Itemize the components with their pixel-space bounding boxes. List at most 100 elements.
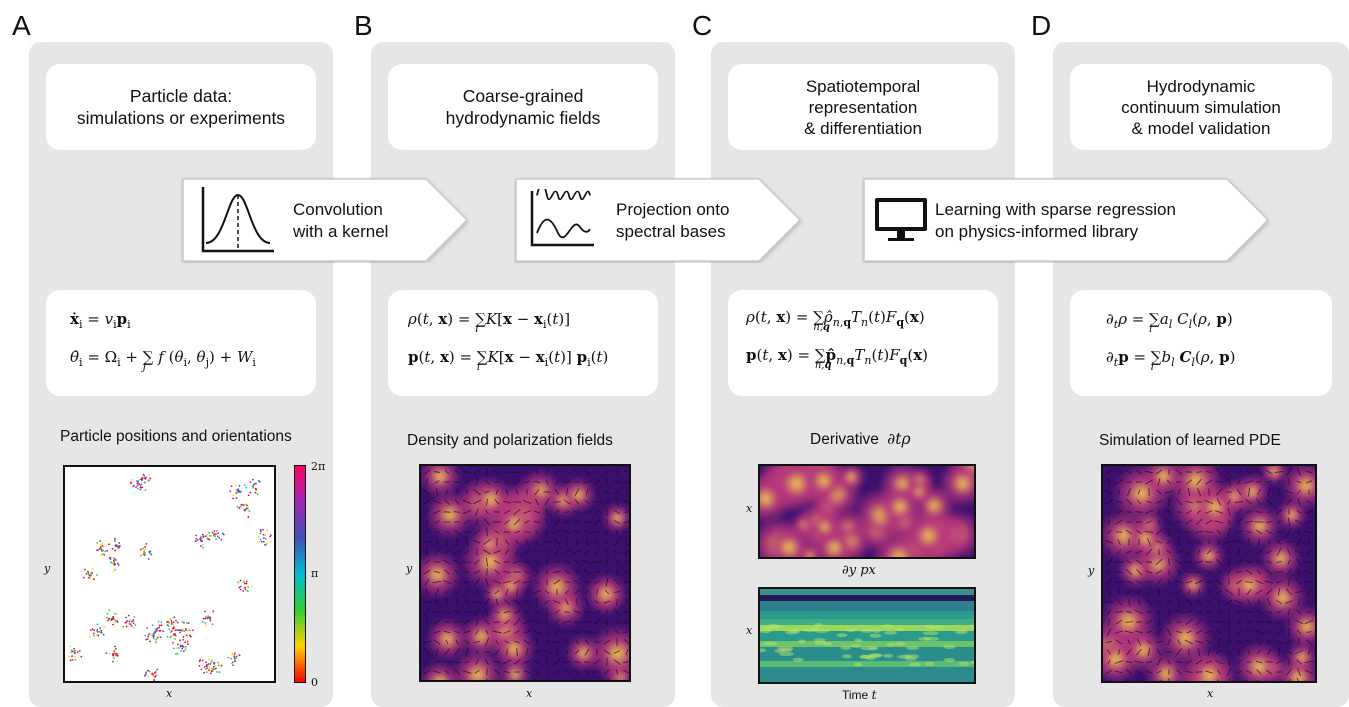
polarization-arrow [1245, 569, 1253, 575]
polarization-arrow [1258, 599, 1260, 605]
polarization-arrow [1116, 549, 1122, 555]
particle-dot [151, 633, 154, 636]
polarization-arrow [1156, 670, 1162, 674]
particle-dot [184, 627, 187, 630]
polarization-arrow [1288, 627, 1290, 637]
particle-dot [239, 588, 242, 591]
particle-dot [112, 654, 115, 657]
particle-dot [148, 670, 151, 673]
polarization-arrow [1245, 549, 1253, 555]
polarization-arrow [582, 631, 592, 633]
polarization-arrow [1125, 511, 1133, 513]
polarization-arrow [1106, 469, 1112, 475]
particle-dot [137, 480, 140, 483]
title-d-line3: & model validation [1131, 118, 1271, 138]
polarization-arrow [594, 630, 600, 634]
polarization-arrow [1296, 510, 1302, 514]
polarization-arrow [443, 648, 451, 656]
particle-dot [97, 549, 100, 552]
polarization-arrow [1205, 670, 1213, 674]
particle-dot [230, 485, 233, 488]
learned-pde-simulation [1101, 464, 1317, 683]
particle-dot [207, 616, 210, 619]
polarization-arrow [425, 659, 429, 665]
polarization-arrow [1155, 529, 1163, 535]
polarization-arrow [603, 600, 611, 604]
polarization-arrow [1127, 487, 1131, 497]
polarization-arrow [524, 588, 530, 596]
particle-dot [215, 538, 217, 541]
particle-dot [240, 506, 242, 509]
particle-dot [83, 568, 86, 571]
field-blob [421, 550, 462, 600]
caption-a: Particle positions and orientations [60, 428, 292, 445]
equation-card-c: ρ(t, x) = ∑ n,q ρ̂n,qTn(t)Fq(x) p(t, x) = … [728, 290, 998, 396]
particle-dot [154, 671, 157, 673]
particle-dot [173, 616, 176, 619]
polarization-arrow [1265, 589, 1273, 595]
polarization-arrow [1116, 682, 1122, 683]
polarization-arrow [1204, 500, 1214, 504]
polarization-arrow [484, 619, 490, 625]
polarization-arrow [1294, 551, 1304, 553]
particle-dot [172, 621, 175, 624]
particle-dot [151, 672, 154, 675]
polarization-arrow [1127, 597, 1131, 607]
polarization-arrow [1234, 501, 1244, 503]
particle-dot [203, 671, 206, 674]
time-highlight [970, 660, 974, 665]
particle-dot [211, 531, 214, 534]
polarization-arrow [495, 598, 499, 606]
particle-dot [114, 619, 117, 622]
polarization-arrow [1205, 630, 1213, 634]
polarization-arrow [1257, 638, 1261, 646]
polarization-arrow [564, 639, 570, 645]
polarization-arrow [462, 561, 472, 563]
particle-dot [112, 615, 115, 618]
polarization-arrow [515, 488, 519, 496]
polarization-arrow [613, 551, 621, 553]
particle-dot [211, 668, 214, 671]
polarization-arrow [1177, 488, 1181, 496]
particle-dot [210, 535, 213, 537]
time-highlight [906, 646, 919, 651]
polarization-arrow [1166, 540, 1172, 544]
polarization-arrow [1278, 647, 1280, 657]
particle-dot [180, 649, 183, 652]
polarization-arrow [485, 629, 489, 635]
polarization-arrow [1235, 641, 1243, 643]
arrow-convolution-text: Convolution with a kernel [293, 199, 388, 243]
polarization-arrow [513, 659, 521, 665]
particle-dot [104, 550, 107, 553]
field-blob [421, 466, 462, 498]
polarization-arrow [445, 597, 449, 607]
time-band [760, 647, 974, 661]
time-highlight [869, 633, 882, 638]
particle-dot [71, 655, 73, 658]
equation-c-polarization: p(t, x) = ∑ n,q p̂n,qTn(t)Fq(x) [746, 346, 929, 371]
particle-dot [143, 477, 146, 480]
polarization-arrow [1265, 521, 1273, 523]
polarization-arrow [483, 518, 491, 526]
polarization-arrow [426, 547, 428, 557]
particle-dot [139, 486, 142, 489]
polarization-arrow [1147, 648, 1151, 656]
colorbar-tick-pi: π [311, 567, 319, 580]
time-highlight [813, 638, 826, 643]
particle-dot [179, 631, 181, 634]
particle-dot [235, 657, 237, 660]
polarization-arrow [613, 608, 621, 616]
particle-dot [208, 531, 211, 534]
polarization-arrow [445, 639, 449, 645]
polarization-arrow [574, 530, 580, 534]
polarization-arrow [524, 470, 530, 474]
particle-dot [105, 652, 108, 655]
polarization-arrow [1266, 481, 1272, 483]
particle-dot [95, 574, 98, 576]
particle-dot [70, 651, 73, 653]
particle-dot [125, 625, 128, 628]
field-blob [1117, 552, 1154, 589]
particle-dot [245, 486, 247, 489]
polarization-arrow [1287, 577, 1291, 587]
arrow-learning-line1: Learning with sparse regression [935, 200, 1176, 219]
